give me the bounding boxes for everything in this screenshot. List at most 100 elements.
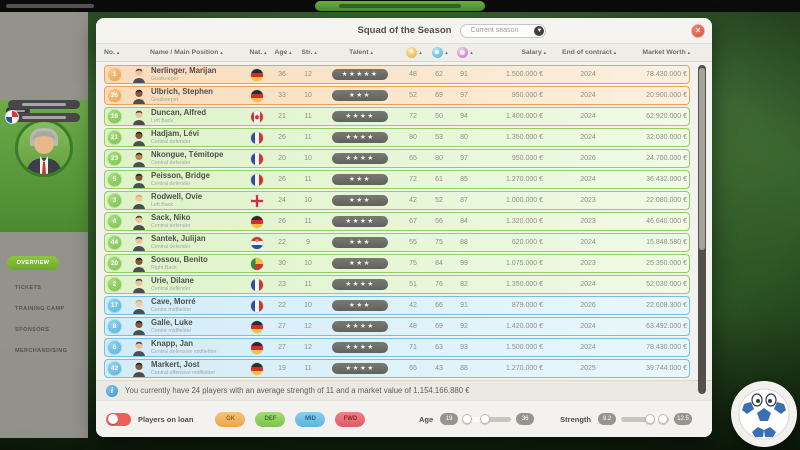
player-strength: 10: [304, 302, 312, 309]
market-worth: 25.350.000 €: [646, 260, 687, 267]
contract-end-year: 2024: [580, 344, 596, 351]
player-row[interactable]: 21 Hadjam, Lévi Central defender 26 11 ★…: [104, 128, 690, 147]
player-position: Central defender: [151, 222, 191, 229]
manager-name-pill[interactable]: [8, 100, 80, 109]
contract-end-year: 2026: [580, 155, 596, 162]
help-pill[interactable]: [6, 107, 30, 115]
player-name: Cave, Morré: [151, 298, 196, 307]
column-header-stat-yellow[interactable]: ▴: [400, 47, 428, 58]
player-strength: 11: [304, 113, 312, 120]
player-salary: 1.320.000 €: [506, 218, 543, 225]
player-salary: 1.270.000 €: [506, 365, 543, 372]
player-avatar-icon: [132, 361, 146, 377]
player-row[interactable]: 20 Sossou, Benito Right Back 30 10 ★★★ 7…: [104, 254, 690, 273]
sidebar-menu: OVERVIEW TICKETS TRAINING CAMP SPONSORS MER…: [0, 232, 88, 354]
season-dropdown[interactable]: Current season ▼: [460, 23, 547, 38]
column-header-str[interactable]: Str. ▴: [301, 49, 317, 56]
market-worth: 63.492.000 €: [646, 323, 687, 330]
club-name-pill[interactable]: [5, 110, 80, 124]
player-strength: 12: [304, 323, 312, 330]
age-slider-min-handle[interactable]: [461, 414, 472, 424]
age-max-value: 36: [516, 413, 535, 425]
shirt-number-badge: 19: [107, 109, 122, 124]
player-row[interactable]: 23 Nkongue, Témitope Central defender 20…: [104, 149, 690, 168]
player-row[interactable]: 26 Ulbrich, Stephen Goalkeeper 33 10 ★★★…: [104, 86, 690, 105]
dialog-header: Squad of the Season Current season ▼ ✕: [96, 18, 712, 44]
contract-end-year: 2024: [580, 281, 596, 288]
strength-slider-min-handle[interactable]: [644, 414, 655, 424]
strength-slider-max-handle[interactable]: [658, 414, 669, 424]
soccer-ball-mascot-icon: [738, 388, 790, 440]
player-name: Sossou, Benito: [151, 256, 208, 265]
column-header-name[interactable]: Name / Main Position ▴: [150, 49, 223, 56]
column-header-stat-purple[interactable]: ▴: [452, 47, 478, 58]
filter-mid-button[interactable]: MID: [295, 411, 326, 427]
age-range-slider[interactable]: [461, 414, 512, 424]
table-scrollbar[interactable]: [698, 65, 706, 394]
column-header-salary[interactable]: Salary ▴: [521, 49, 546, 56]
column-header-no[interactable]: No. ▴: [104, 49, 120, 56]
stat-blue-value: 84: [435, 260, 443, 267]
players-on-loan-toggle[interactable]: [106, 412, 131, 426]
talent-stars: ★★★: [332, 195, 388, 206]
strength-range-slider[interactable]: [621, 414, 669, 424]
strength-filter-label: Strength: [560, 414, 591, 424]
info-bar: i You currently have 24 players with an …: [96, 380, 712, 400]
filter-gk-button[interactable]: GK: [215, 411, 246, 427]
talent-stars: ★★★★: [332, 321, 388, 332]
yellow-ball-icon: [406, 47, 418, 58]
talent-stars: ★★★★: [332, 132, 388, 143]
column-header-contract[interactable]: End of contract ▴: [561, 49, 617, 56]
strength-max-value: 12.5: [674, 413, 692, 425]
player-row[interactable]: 44 Santek, Julijan Central defender 22 9…: [104, 233, 690, 252]
player-position: Central defender: [151, 285, 191, 292]
stat-purple-value: 84: [460, 218, 468, 225]
filter-def-button[interactable]: DEF: [255, 411, 286, 427]
close-button[interactable]: ✕: [691, 24, 705, 38]
player-row[interactable]: 1 Nerlinger, Marijan Goalkeeper 36 12 ★★…: [104, 65, 690, 84]
age-slider-max-handle[interactable]: [480, 414, 491, 424]
talent-stars: ★★★★: [332, 216, 388, 227]
stat-yellow-value: 52: [409, 92, 417, 99]
top-bar-green-button[interactable]: [315, 1, 485, 11]
stat-purple-value: 92: [460, 323, 468, 330]
sidebar-item-training-camp[interactable]: TRAINING CAMP: [15, 306, 65, 312]
manager-avatar[interactable]: [15, 119, 73, 177]
stat-blue-value: 76: [435, 281, 443, 288]
player-name: Hadjam, Lévi: [151, 130, 200, 139]
nationality-flag-icon: [251, 68, 263, 81]
video-top-bar: [0, 0, 800, 12]
player-row[interactable]: 3 Rodwell, Ovie Left Back 24 10 ★★★ 42 5…: [104, 191, 690, 210]
stat-blue-value: 62: [435, 71, 443, 78]
player-row[interactable]: 42 Markert, Jost Central offensive midfi…: [104, 359, 690, 378]
player-strength: 11: [304, 176, 312, 183]
player-row[interactable]: 8 Galle, Luke Centre midfielder 27 12 ★★…: [104, 317, 690, 336]
player-age: 26: [278, 176, 286, 183]
shirt-number-badge: 2: [107, 277, 122, 292]
column-header-nat[interactable]: Nat. ▴: [249, 49, 267, 56]
column-header-age[interactable]: Age ▴: [274, 49, 292, 56]
sidebar-item-overview[interactable]: OVERVIEW: [7, 256, 59, 270]
players-on-loan-label: Players on loan: [138, 414, 194, 424]
player-row[interactable]: 19 Duncan, Alfred Left Back 21 11 ★★★★ 7…: [104, 107, 690, 126]
column-header-stat-blue[interactable]: ▴: [428, 47, 452, 58]
player-age: 33: [278, 92, 286, 99]
sidebar-item-tickets[interactable]: TICKETS: [15, 285, 42, 291]
player-row[interactable]: 5 Peisson, Bridge Central defender 26 11…: [104, 170, 690, 189]
filter-fwd-button[interactable]: FWD: [335, 411, 366, 427]
stat-purple-value: 93: [460, 344, 468, 351]
scrollbar-thumb[interactable]: [699, 68, 705, 250]
player-row[interactable]: 6 Knapp, Jan Central defensive midfielde…: [104, 338, 690, 357]
shirt-number-badge: 4: [107, 214, 122, 229]
player-row[interactable]: 2 Urie, Dilane Central defender 23 11 ★★…: [104, 275, 690, 294]
player-position: Central defender: [151, 159, 191, 166]
player-avatar-icon: [132, 256, 146, 272]
player-salary: 620.000 €: [511, 239, 543, 246]
sidebar-item-sponsors[interactable]: SPONSORS: [15, 327, 50, 333]
column-header-talent[interactable]: Talent ▴: [349, 49, 373, 56]
player-row[interactable]: 17 Cave, Morré Centre midfielder 22 10 ★…: [104, 296, 690, 315]
mascot-ball-button[interactable]: [731, 381, 797, 447]
sidebar-item-merchandising[interactable]: MERCHANDISING: [15, 348, 68, 354]
player-row[interactable]: 4 Sack, Niko Central defender 26 11 ★★★★…: [104, 212, 690, 231]
column-header-worth[interactable]: Market Worth ▴: [642, 49, 690, 56]
